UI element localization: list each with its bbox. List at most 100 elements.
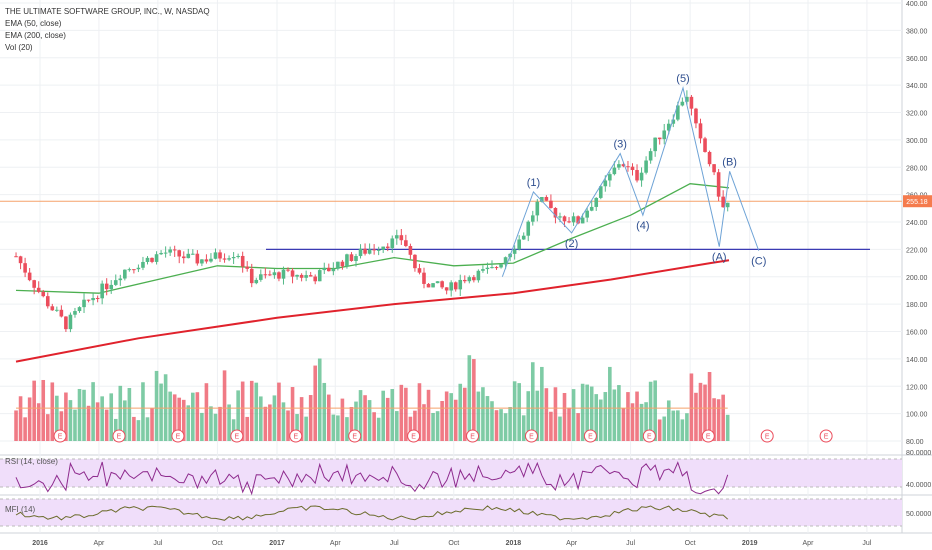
candle-body [467, 277, 472, 282]
earnings-marker [642, 429, 656, 443]
volume-bar [236, 390, 240, 441]
candle-body [186, 253, 191, 259]
candle-body [449, 282, 453, 291]
candle-body [394, 235, 399, 239]
earnings-marker-label: E [352, 434, 357, 441]
candle-body [136, 267, 141, 270]
volume-bar [408, 416, 413, 441]
volume-bar [281, 402, 286, 441]
volume-legend-label[interactable]: Vol (20) [5, 43, 33, 52]
x-tick-label: 2017 [269, 540, 285, 547]
candle-body [213, 252, 218, 259]
volume-bar [100, 396, 104, 441]
candle-body [109, 284, 114, 290]
last-price-badge [903, 195, 932, 208]
volume-bar [508, 407, 512, 441]
candle-body [50, 306, 55, 311]
volume-bar [240, 381, 245, 441]
candle-body [281, 269, 286, 279]
ema200-legend-label[interactable]: EMA (200, close) [5, 31, 66, 40]
volume-bar [698, 382, 703, 441]
volume-bar [195, 392, 200, 441]
volume-bar [426, 389, 431, 441]
candle-body [712, 164, 716, 173]
candle-body [431, 283, 435, 288]
volume-bar [277, 382, 281, 441]
chart-legend: THE ULTIMATE SOFTWARE GROUP, INC., W, NA… [5, 6, 210, 54]
rsi-pane-label: RSI (14, close) [5, 457, 58, 466]
candle-body [200, 259, 204, 264]
earnings-marker [466, 429, 480, 443]
candle-body [18, 256, 23, 264]
volume-bar [23, 417, 27, 441]
volume-bar [553, 387, 558, 441]
candle-body [86, 299, 91, 301]
rsi-line [15, 461, 729, 496]
candle-body [358, 248, 363, 257]
candle-body [159, 252, 163, 255]
volume-bar [45, 414, 50, 441]
ema50-legend-label[interactable]: EMA (50, close) [5, 19, 62, 28]
candle-body [249, 268, 254, 284]
candle-body [626, 166, 630, 168]
candle-body [512, 249, 517, 254]
candle-body [676, 105, 680, 120]
x-tick-label: Oct [212, 540, 223, 547]
y-tick-label: 320.00 [906, 111, 928, 118]
candle-body [462, 279, 467, 282]
volume-bar [73, 409, 77, 441]
volume-bar [712, 398, 716, 441]
candle-body [331, 268, 336, 272]
volume-bar [245, 416, 250, 441]
earnings-marker [583, 429, 597, 443]
candle-body [104, 283, 109, 290]
volume-bar [91, 382, 95, 441]
earnings-marker [112, 429, 126, 443]
volume-bar [317, 358, 322, 441]
candle-body [549, 200, 553, 208]
x-tick-label: Jul [153, 540, 162, 547]
x-tick-label: Apr [93, 540, 105, 547]
volume-bar [558, 416, 562, 441]
candle-body [218, 252, 222, 259]
candle-body [662, 130, 667, 140]
earnings-marker-label: E [824, 434, 829, 441]
earnings-marker [701, 429, 715, 443]
candle-body [707, 151, 712, 165]
y-tick-label: 140.00 [906, 357, 928, 364]
volume-bar [123, 400, 127, 441]
y-tick-label: 160.00 [906, 330, 928, 337]
volume-bar [136, 420, 141, 441]
volume-bar [304, 416, 308, 441]
candle-body [408, 246, 413, 255]
volume-bar [200, 412, 204, 441]
volume-bar [249, 380, 254, 441]
x-tick-label: Jul [862, 540, 871, 547]
earnings-marker-label: E [235, 434, 240, 441]
candle-body [367, 249, 372, 254]
volume-group [14, 355, 730, 441]
candle-body [453, 282, 458, 290]
candle-body [349, 254, 354, 261]
candle-body [435, 281, 440, 284]
volume-bar [308, 395, 313, 441]
y-tick-label: 100.00 [906, 412, 928, 419]
candle-body [535, 201, 540, 216]
volume-bar [499, 409, 503, 441]
candle-body [227, 258, 231, 260]
earnings-marker [760, 429, 774, 443]
volume-bar [707, 372, 712, 441]
volume-bar [721, 394, 725, 441]
candle-body [118, 278, 123, 281]
candle-body [481, 269, 485, 271]
x-tick-label: 2018 [506, 540, 522, 547]
volume-bar [272, 395, 277, 441]
earnings-marker-label: E [117, 434, 122, 441]
volume-bar [209, 406, 213, 441]
volume-bar [671, 410, 676, 441]
candle-body [32, 280, 36, 288]
elliott-wave-label: (C) [751, 256, 766, 268]
volume-bar [145, 417, 150, 441]
candle-body [363, 248, 367, 254]
